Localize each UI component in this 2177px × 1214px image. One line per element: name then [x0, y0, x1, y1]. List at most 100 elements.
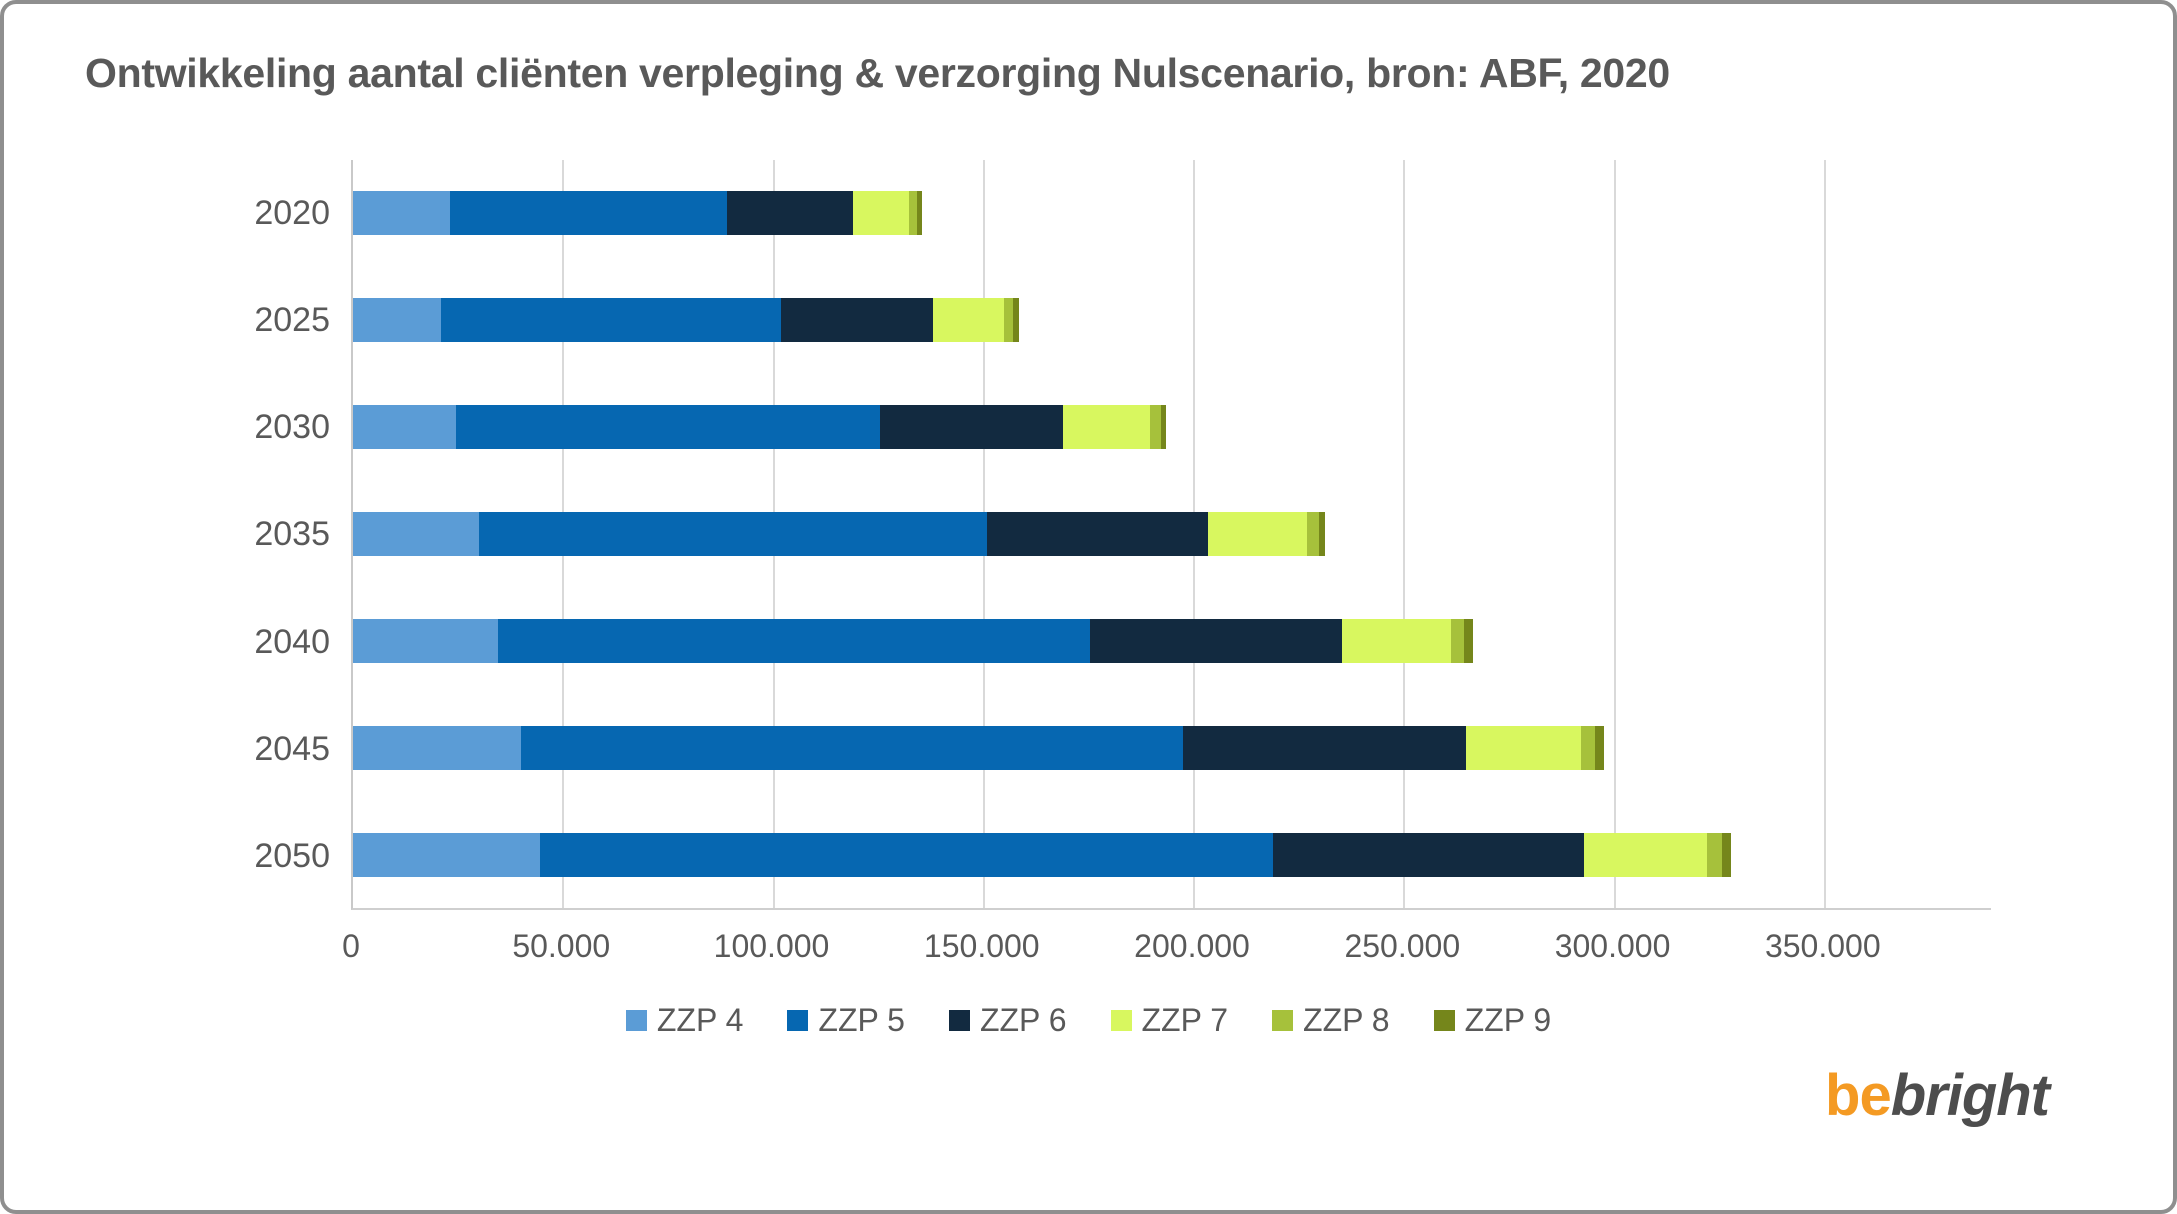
bar-segment: [880, 405, 1063, 450]
bar-segment: [987, 512, 1208, 556]
bar-segment: [917, 191, 923, 236]
x-tick-label: 150.000: [923, 928, 1040, 964]
bar-row: [353, 267, 1991, 374]
y-axis-labels: 2020 2025 2030 2035 2040 2045 2050: [130, 160, 330, 910]
legend-item: ZZP 9: [1433, 1002, 1552, 1039]
bar-row: [353, 801, 1991, 908]
bar-segment: [1722, 832, 1732, 877]
bar-segment: [353, 405, 456, 450]
bar-segment: [521, 725, 1183, 770]
bar-stack: [353, 512, 1991, 556]
legend-swatch-icon: [948, 1010, 970, 1031]
bar-segment: [1272, 832, 1584, 877]
year-label: 2020: [254, 194, 330, 233]
legend-label: ZZP 9: [1464, 1002, 1552, 1038]
bar-row: [353, 694, 1991, 801]
bar-stack: [353, 405, 1991, 450]
bar-segment: [353, 832, 540, 877]
plot-area: [351, 160, 1991, 910]
year-label: 2035: [254, 515, 330, 554]
logo-bright: bright: [1890, 1063, 2050, 1128]
legend-item: ZZP 8: [1272, 1002, 1390, 1039]
legend-label: ZZP 4: [656, 1002, 744, 1038]
x-tick-label: 0: [342, 928, 360, 964]
bar-segment: [539, 832, 1273, 877]
bar-segment: [852, 191, 910, 236]
bar-segment: [726, 191, 853, 236]
bar-segment: [497, 618, 1091, 663]
bar-segment: [1464, 618, 1474, 663]
bar-stack: [353, 298, 1991, 343]
legend-swatch-icon: [1272, 1010, 1294, 1031]
bar-segment: [353, 298, 442, 343]
bar-segment: [1149, 405, 1162, 450]
bar-segment: [781, 298, 933, 343]
bar-segment: [449, 191, 727, 236]
x-tick-label: 200.000: [1134, 928, 1250, 964]
bar-row: [353, 587, 1991, 694]
gridline: [1823, 160, 1826, 908]
bar-segment: [1465, 725, 1582, 770]
bar-segment: [1062, 405, 1150, 450]
bar-segment: [1583, 832, 1708, 877]
x-axis-labels: 0 50.000 100.000 150.000 200.000 250.000 300.0…: [342, 928, 1991, 978]
bar-stack: [353, 832, 1991, 877]
x-tick-label: 100.000: [713, 928, 830, 964]
x-tick-label: 250.000: [1344, 928, 1461, 964]
bar-segment: [1451, 618, 1465, 663]
logo-be: be: [1825, 1063, 1892, 1128]
chart-title: Ontwikkeling aantal cliënten verpleging …: [85, 50, 1670, 96]
bar-segment: [1581, 725, 1596, 770]
x-tick-label: 350.000: [1764, 928, 1881, 964]
gridline: [1613, 160, 1616, 908]
bar-segment: [932, 298, 1004, 343]
bar-segment: [1342, 618, 1452, 663]
bar-segment: [1182, 725, 1466, 770]
x-tick-label: 300.000: [1554, 928, 1671, 964]
bar-segment: [1318, 512, 1326, 556]
year-label: 2050: [254, 836, 330, 875]
bar-segment: [1595, 725, 1605, 770]
bar-segment: [1707, 832, 1723, 877]
bar-segment: [1307, 512, 1319, 556]
bar-row: [353, 481, 1991, 588]
logo: bebright: [1825, 1062, 2050, 1129]
legend-label: ZZP 6: [979, 1002, 1067, 1038]
bar-segment: [353, 725, 521, 770]
legend-label: ZZP 5: [818, 1002, 905, 1038]
bar-stack: [353, 191, 1991, 236]
bar-segment: [353, 512, 479, 556]
gridline: [1403, 160, 1406, 908]
year-label: 2025: [254, 301, 330, 340]
year-label: 2045: [254, 729, 330, 768]
bar-segment: [1090, 618, 1343, 663]
legend-item: ZZP 7: [1110, 1002, 1229, 1039]
legend-swatch-icon: [1110, 1010, 1132, 1031]
bar-rows: [353, 160, 1991, 908]
bar-segment: [353, 191, 450, 236]
bar-segment: [1013, 298, 1020, 343]
legend-swatch-icon: [1433, 1010, 1455, 1031]
legend: ZZP 4 ZZP 5 ZZP 6 ZZP 7 ZZP 8 ZZP 9: [0, 1002, 2177, 1039]
bar-segment: [1003, 298, 1014, 343]
legend-item: ZZP 5: [787, 1002, 905, 1039]
legend-label: ZZP 8: [1303, 1002, 1390, 1038]
bar-segment: [1161, 405, 1167, 450]
legend-item: ZZP 6: [948, 1002, 1067, 1039]
legend-swatch-icon: [787, 1010, 809, 1031]
bar-segment: [441, 298, 782, 343]
bar-segment: [353, 618, 498, 663]
x-tick-label: 50.000: [512, 928, 611, 964]
legend-swatch-icon: [625, 1010, 647, 1031]
bar-stack: [353, 618, 1991, 663]
legend-item: ZZP 4: [625, 1002, 744, 1039]
bar-segment: [1207, 512, 1308, 556]
bar-segment: [455, 405, 881, 450]
legend-label: ZZP 7: [1141, 1002, 1229, 1038]
bar-row: [353, 160, 1991, 267]
bar-segment: [479, 512, 988, 556]
bar-stack: [353, 725, 1991, 770]
year-label: 2030: [254, 408, 330, 447]
bar-row: [353, 374, 1991, 481]
year-label: 2040: [254, 622, 330, 661]
